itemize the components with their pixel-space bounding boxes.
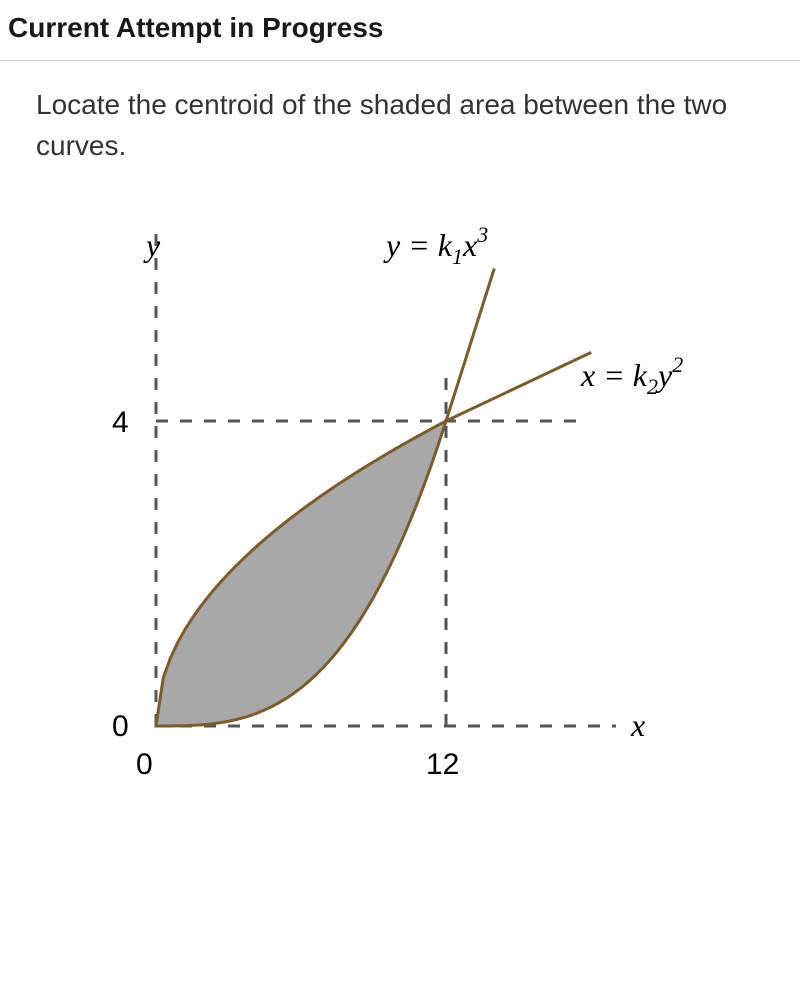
origin-y: 0 [112,710,129,743]
x-axis-label: x [630,707,645,743]
figure-svg: y x 4 0 0 12 y = k1x3 x = k2y2 [76,206,716,806]
problem-content: Locate the centroid of the shaded area b… [0,61,800,830]
equation-cubic: y = k1x3 [383,222,488,269]
attempt-header: Current Attempt in Progress [0,0,800,61]
origin-x: 0 [136,748,153,781]
equation-parabola: x = k2y2 [580,352,683,399]
svg-text:y = k1x3: y = k1x3 [383,222,488,269]
y-axis-label: y [143,227,161,263]
y-tick-4: 4 [112,406,129,439]
x-tick-12: 12 [426,748,459,781]
region-between-curves [156,421,446,726]
attempt-title: Current Attempt in Progress [8,12,792,44]
centroid-figure: y x 4 0 0 12 y = k1x3 x = k2y2 [76,206,716,806]
cubic-extension [446,269,494,422]
svg-text:x = k2y2: x = k2y2 [580,352,683,399]
parabola-extension [446,353,591,422]
problem-statement: Locate the centroid of the shaded area b… [36,85,764,166]
